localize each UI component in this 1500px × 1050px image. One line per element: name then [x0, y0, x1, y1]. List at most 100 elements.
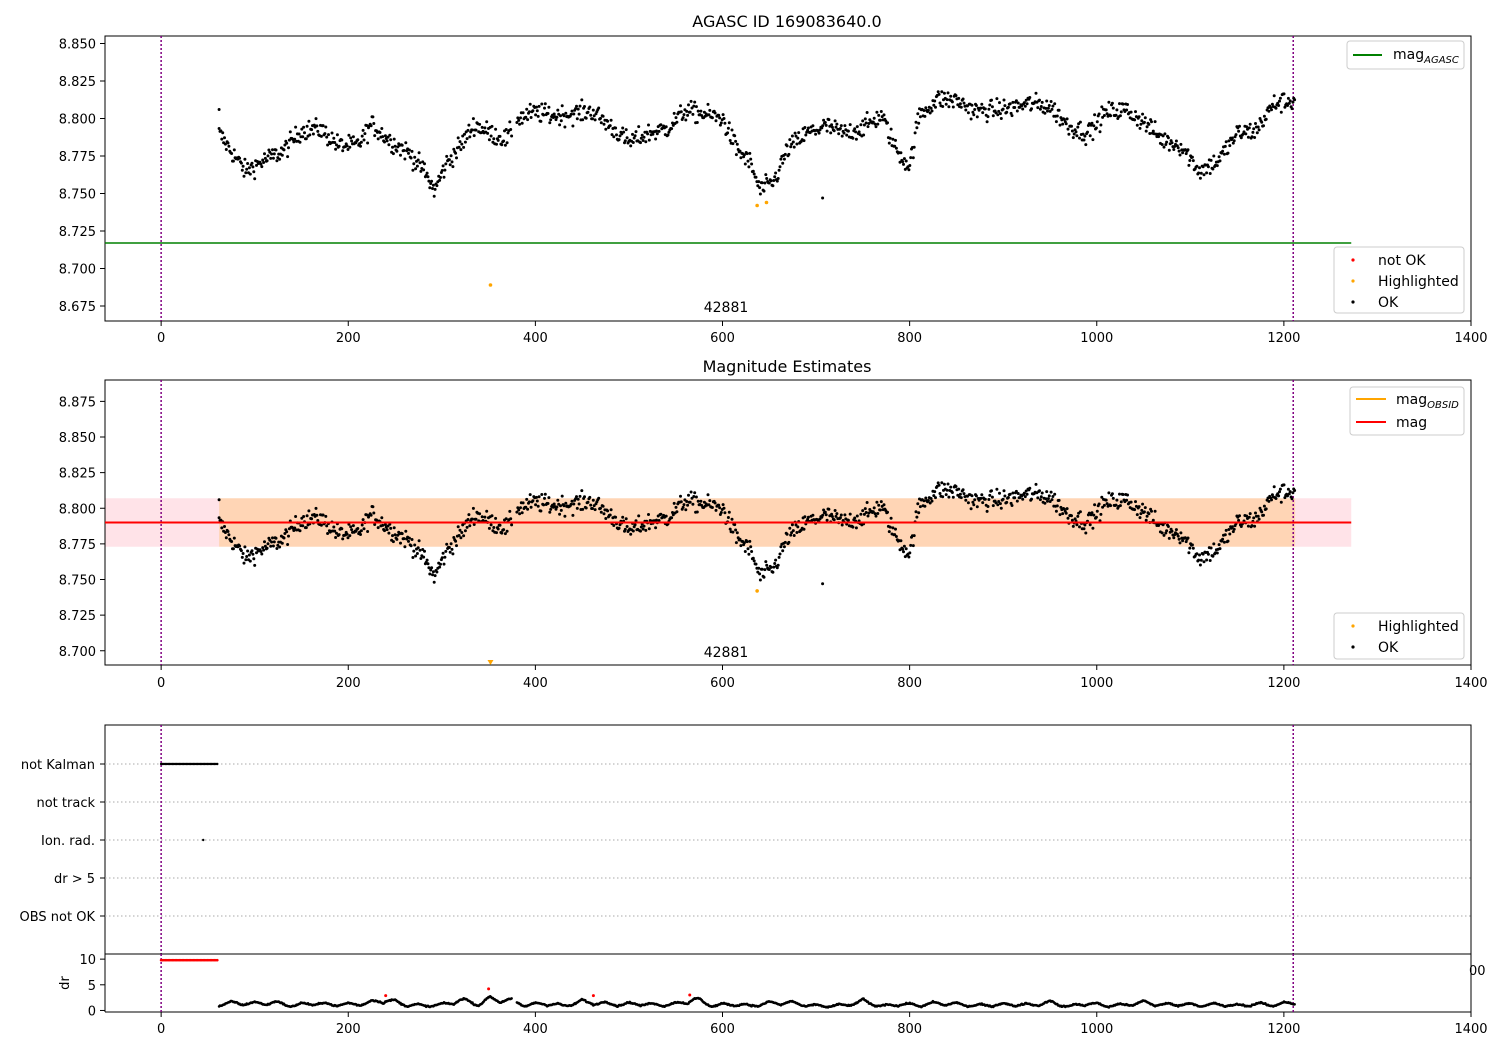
- ok-point: [1222, 540, 1226, 544]
- ok-point: [244, 171, 248, 175]
- legend-not-ok: not OK: [1378, 253, 1426, 269]
- ok-point: [1142, 510, 1146, 514]
- ok-point: [577, 502, 581, 506]
- x-tick-label: 1000: [1080, 331, 1113, 346]
- ok-point: [1013, 106, 1017, 109]
- ok-point: [1237, 129, 1241, 133]
- ok-point: [1198, 176, 1202, 180]
- ok-point: [584, 116, 588, 120]
- ok-point: [548, 121, 552, 125]
- ok-point: [838, 127, 842, 130]
- ok-point: [889, 516, 893, 520]
- panel-flags: not Kalman not track Ion. rad. dr > 5 OBS no…: [20, 724, 1472, 955]
- ok-point: [385, 528, 389, 532]
- ok-point: [1260, 120, 1264, 124]
- ok-point: [274, 148, 278, 152]
- ok-point: [474, 128, 478, 132]
- ok-point: [863, 507, 867, 511]
- ok-point: [639, 136, 643, 140]
- ok-point: [326, 143, 330, 147]
- ok-point: [980, 102, 984, 106]
- ok-point: [679, 110, 683, 114]
- ok-point: [830, 123, 834, 127]
- ok-point: [731, 142, 735, 146]
- ok-point: [779, 157, 783, 161]
- x-tick-label: 1400: [1454, 1022, 1487, 1037]
- legend-highlighted-2: Highlighted: [1378, 619, 1459, 635]
- ok-point: [1291, 491, 1295, 495]
- x-tick-label: 800: [897, 1022, 922, 1037]
- ok-point: [719, 511, 723, 514]
- ok-point: [739, 156, 743, 160]
- ok-point: [402, 537, 406, 541]
- ok-point: [478, 122, 482, 126]
- ok-point: [938, 492, 942, 495]
- ok-point: [614, 515, 618, 519]
- ok-point: [909, 543, 913, 547]
- ok-point: [966, 111, 970, 115]
- ok-point: [1097, 112, 1101, 116]
- ok-point: [964, 108, 968, 112]
- dr-red-point: [688, 993, 692, 997]
- ok-point: [1176, 146, 1180, 150]
- x-tick-label: 400: [523, 676, 548, 691]
- ok-point: [713, 111, 717, 115]
- ok-point: [418, 548, 422, 552]
- ok-point: [393, 144, 397, 148]
- ok-point: [280, 153, 284, 157]
- ok-point: [559, 508, 563, 512]
- ok-point: [270, 540, 274, 544]
- ok-point: [1082, 138, 1086, 142]
- ok-point: [637, 514, 641, 518]
- ok-point: [862, 512, 866, 516]
- ok-point: [373, 523, 377, 526]
- ok-point: [865, 501, 869, 504]
- x-tick-label: 1400: [1454, 331, 1487, 346]
- ok-point: [752, 172, 756, 176]
- ok-point: [830, 125, 834, 129]
- ok-point: [271, 544, 275, 548]
- ok-point: [428, 572, 432, 576]
- ok-point: [1006, 496, 1010, 499]
- ok-point: [721, 503, 725, 507]
- ok-point: [351, 524, 355, 528]
- legend-mag-agasc-sub: AGASC: [1423, 55, 1459, 66]
- ok-point: [496, 527, 500, 531]
- ok-point: [520, 121, 524, 125]
- ok-point: [1205, 171, 1209, 175]
- ok-point: [894, 527, 897, 531]
- ok-point: [806, 128, 810, 132]
- ok-point: [260, 165, 264, 169]
- ok-point: [958, 102, 962, 106]
- ok-point: [1144, 518, 1148, 522]
- ok-point: [288, 130, 292, 134]
- ok-point: [1003, 104, 1007, 108]
- ok-point: [571, 513, 575, 517]
- ok-point: [997, 500, 1001, 503]
- ok-point: [639, 141, 642, 145]
- ok-point: [1105, 112, 1109, 116]
- ok-point: [1125, 108, 1129, 112]
- ok-point: [1102, 114, 1106, 117]
- ok-point: [1083, 523, 1087, 527]
- ok-point: [452, 536, 456, 539]
- ok-point: [917, 511, 921, 515]
- ok-point: [1084, 143, 1088, 147]
- ok-point: [392, 526, 396, 530]
- ok-point: [241, 164, 245, 168]
- ok-point: [1133, 508, 1137, 512]
- ok-point: [1044, 497, 1048, 501]
- ok-point: [1121, 102, 1125, 106]
- ok-point: [671, 123, 675, 127]
- ok-point: [719, 121, 723, 125]
- ok-point: [962, 492, 966, 496]
- ok-point: [1151, 129, 1155, 133]
- ok-point: [606, 119, 610, 123]
- ok-point: [426, 562, 430, 566]
- ok-point: [855, 125, 859, 129]
- ok-point: [569, 112, 573, 116]
- ok-point: [684, 508, 688, 512]
- ok-point: [695, 121, 699, 124]
- ok-point: [250, 161, 254, 165]
- ok-point: [835, 122, 839, 126]
